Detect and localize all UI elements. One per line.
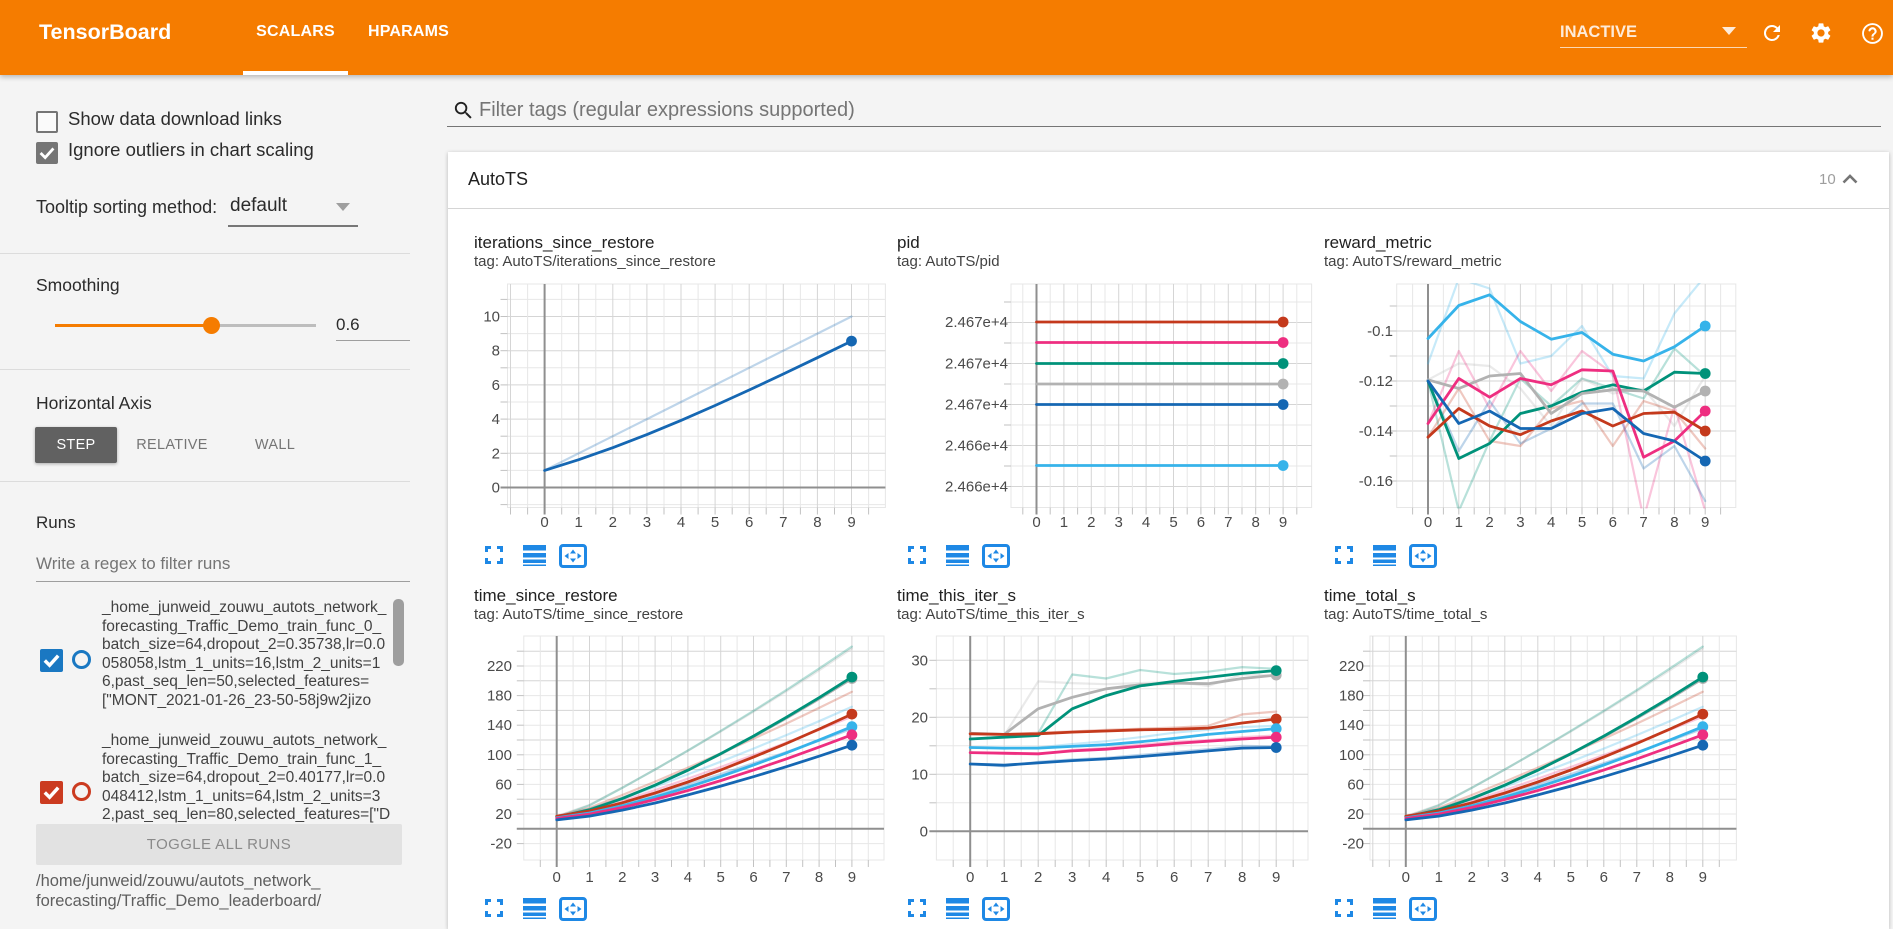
svg-text:5: 5: [1169, 514, 1177, 531]
svg-text:10: 10: [911, 766, 928, 783]
svg-text:100: 100: [487, 747, 512, 764]
svg-text:9: 9: [1279, 514, 1287, 531]
svg-text:-20: -20: [1342, 836, 1364, 853]
svg-text:180: 180: [1339, 688, 1364, 705]
svg-text:7: 7: [1633, 869, 1641, 886]
svg-text:-0.16: -0.16: [1359, 473, 1393, 490]
svg-text:3: 3: [1516, 514, 1524, 531]
svg-text:30: 30: [911, 652, 928, 669]
svg-text:7: 7: [1224, 514, 1232, 531]
svg-text:6: 6: [745, 514, 753, 531]
svg-text:2.467e+4: 2.467e+4: [945, 314, 1008, 331]
svg-text:8: 8: [1252, 514, 1260, 531]
svg-text:8: 8: [1238, 869, 1246, 886]
svg-text:7: 7: [782, 869, 790, 886]
svg-text:9: 9: [848, 869, 856, 886]
svg-text:2: 2: [1087, 514, 1095, 531]
svg-text:8: 8: [492, 343, 500, 360]
svg-text:4: 4: [684, 869, 692, 886]
svg-text:220: 220: [487, 658, 512, 675]
svg-text:4: 4: [677, 514, 685, 531]
svg-text:0: 0: [1424, 514, 1432, 531]
svg-text:60: 60: [1347, 776, 1364, 793]
svg-text:2: 2: [1468, 869, 1476, 886]
svg-text:140: 140: [1339, 717, 1364, 734]
svg-text:6: 6: [492, 377, 500, 394]
svg-text:8: 8: [813, 514, 821, 531]
svg-text:180: 180: [487, 688, 512, 705]
svg-text:7: 7: [1639, 514, 1647, 531]
svg-text:2: 2: [609, 514, 617, 531]
svg-text:5: 5: [1136, 869, 1144, 886]
svg-text:0: 0: [966, 869, 974, 886]
svg-text:5: 5: [1578, 514, 1586, 531]
svg-text:140: 140: [487, 717, 512, 734]
svg-text:220: 220: [1339, 658, 1364, 675]
svg-text:8: 8: [1670, 514, 1678, 531]
svg-text:5: 5: [711, 514, 719, 531]
svg-text:3: 3: [1068, 869, 1076, 886]
svg-text:3: 3: [1501, 869, 1509, 886]
svg-text:1: 1: [575, 514, 583, 531]
svg-text:1: 1: [1435, 869, 1443, 886]
svg-text:1: 1: [1455, 514, 1463, 531]
svg-text:10: 10: [483, 309, 500, 326]
svg-text:4: 4: [1102, 869, 1110, 886]
svg-text:7: 7: [1204, 869, 1212, 886]
svg-text:1: 1: [1000, 869, 1008, 886]
svg-text:-0.12: -0.12: [1359, 373, 1393, 390]
svg-text:8: 8: [1666, 869, 1674, 886]
svg-text:3: 3: [651, 869, 659, 886]
svg-text:-0.14: -0.14: [1359, 423, 1393, 440]
svg-text:2.467e+4: 2.467e+4: [945, 397, 1008, 414]
svg-text:5: 5: [717, 869, 725, 886]
svg-text:0: 0: [920, 823, 928, 840]
svg-text:6: 6: [749, 869, 757, 886]
svg-text:4: 4: [1142, 514, 1150, 531]
svg-text:2: 2: [1485, 514, 1493, 531]
svg-text:3: 3: [1115, 514, 1123, 531]
svg-text:3: 3: [643, 514, 651, 531]
svg-text:100: 100: [1339, 747, 1364, 764]
svg-text:0: 0: [1032, 514, 1040, 531]
svg-text:9: 9: [1699, 869, 1707, 886]
svg-text:-0.1: -0.1: [1367, 323, 1393, 340]
svg-text:20: 20: [495, 806, 512, 823]
svg-text:2.467e+4: 2.467e+4: [945, 356, 1008, 373]
svg-text:5: 5: [1567, 869, 1575, 886]
svg-text:6: 6: [1170, 869, 1178, 886]
svg-text:6: 6: [1600, 869, 1608, 886]
svg-text:0: 0: [1402, 869, 1410, 886]
svg-text:0: 0: [553, 869, 561, 886]
svg-text:6: 6: [1609, 514, 1617, 531]
svg-text:20: 20: [911, 709, 928, 726]
svg-text:2: 2: [492, 445, 500, 462]
svg-text:7: 7: [779, 514, 787, 531]
svg-text:9: 9: [847, 514, 855, 531]
svg-text:9: 9: [1272, 869, 1280, 886]
svg-text:1: 1: [585, 869, 593, 886]
svg-text:4: 4: [1534, 869, 1542, 886]
svg-text:2.466e+4: 2.466e+4: [945, 438, 1008, 455]
svg-text:-20: -20: [490, 836, 512, 853]
svg-text:9: 9: [1701, 514, 1709, 531]
svg-text:0: 0: [540, 514, 548, 531]
svg-text:6: 6: [1197, 514, 1205, 531]
svg-text:2: 2: [1034, 869, 1042, 886]
svg-text:20: 20: [1347, 806, 1364, 823]
svg-text:8: 8: [815, 869, 823, 886]
svg-text:4: 4: [1547, 514, 1555, 531]
svg-text:1: 1: [1060, 514, 1068, 531]
svg-text:0: 0: [492, 480, 500, 497]
svg-text:60: 60: [495, 776, 512, 793]
svg-text:2.466e+4: 2.466e+4: [945, 479, 1008, 496]
svg-text:4: 4: [492, 411, 500, 428]
svg-text:2: 2: [618, 869, 626, 886]
